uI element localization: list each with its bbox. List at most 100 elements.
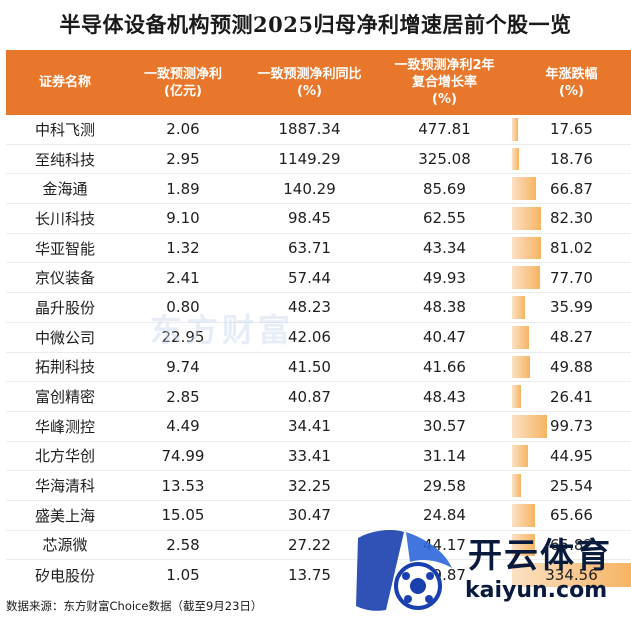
- year-change-cell: 26.41: [512, 382, 631, 411]
- year-change-value: 26.41: [550, 387, 593, 406]
- year-change-cell: 18.76: [512, 145, 631, 174]
- security-name-cell: 富创精密: [34, 388, 95, 407]
- year-change-value: 35.99: [550, 298, 593, 317]
- year-change-bar: [512, 385, 522, 408]
- two-year-cagr-cell: 325.08: [418, 150, 471, 169]
- year-change-value: 65.82: [550, 535, 593, 554]
- forecast-profit-cell: 1.32: [166, 239, 200, 258]
- year-change-bar: [512, 236, 541, 260]
- table-row: 至纯科技 2.95 1149.29 325.08 18.76: [6, 145, 631, 175]
- security-name-cell: 中科飞测: [34, 120, 95, 139]
- year-change-cell: 48.27: [512, 323, 631, 352]
- year-change-cell: 65.82: [512, 531, 631, 560]
- two-year-cagr-cell: 29.58: [423, 476, 466, 495]
- profit-yoy-cell: 57.44: [288, 268, 331, 287]
- forecast-profit-cell: 2.95: [166, 150, 200, 169]
- profit-yoy-cell: 32.25: [288, 476, 331, 495]
- year-change-bar: [512, 563, 631, 587]
- forecast-profit-cell: 22.95: [161, 328, 205, 347]
- table-row: 北方华创 74.99 33.41 31.14 44.95: [6, 442, 631, 472]
- year-change-value: 49.88: [550, 357, 593, 376]
- forecast-profit-cell: 1.89: [166, 179, 200, 198]
- forecast-profit-cell: 9.10: [166, 209, 200, 228]
- year-change-value: 17.65: [550, 120, 593, 139]
- year-change-bar: [512, 296, 525, 319]
- two-year-cagr-cell: 31.14: [423, 446, 466, 465]
- profit-yoy-cell: 140.29: [283, 179, 336, 198]
- year-change-cell: 49.88: [512, 353, 631, 382]
- year-change-value: 99.73: [550, 417, 593, 436]
- table-row: 盛美上海 15.05 30.47 24.84 65.66: [6, 501, 631, 531]
- forecast-profit-cell: 2.85: [166, 387, 200, 406]
- security-name-cell: 华海清科: [34, 477, 95, 496]
- year-change-bar: [512, 474, 522, 497]
- table-row: 晶升股份 0.80 48.23 48.38 35.99: [6, 293, 631, 323]
- year-change-value: 82.30: [550, 209, 593, 228]
- year-change-cell: 99.73: [512, 412, 631, 441]
- table-row: 拓荆科技 9.74 41.50 41.66 49.88: [6, 353, 631, 383]
- security-name-cell: 拓荆科技: [34, 358, 95, 377]
- year-change-cell: 81.02: [512, 234, 631, 263]
- year-change-bar: [512, 207, 542, 230]
- table-row: 芯源微 2.58 27.22 44.17 65.82: [6, 531, 631, 561]
- table-row: 富创精密 2.85 40.87 48.43 26.41: [6, 382, 631, 412]
- year-change-bar: [512, 444, 528, 468]
- forecast-profit-cell: 15.05: [161, 506, 205, 525]
- profit-yoy-cell: 41.50: [288, 357, 331, 376]
- profit-yoy-cell: 33.41: [288, 446, 331, 465]
- year-change-cell: 25.54: [512, 471, 631, 500]
- year-change-bar: [512, 147, 519, 171]
- two-year-cagr-cell: 48.38: [423, 298, 466, 317]
- two-year-cagr-cell: 477.81: [418, 120, 471, 139]
- two-year-cagr-cell: 49.93: [423, 268, 466, 287]
- forecast-profit-cell: 4.49: [166, 417, 200, 436]
- header-year-change: 年涨跌幅 (%): [545, 66, 598, 99]
- table-row: 长川科技 9.10 98.45 62.55 82.30: [6, 204, 631, 234]
- year-change-cell: 66.87: [512, 174, 631, 203]
- forecast-profit-cell: 0.80: [166, 298, 200, 317]
- year-change-bar: [512, 177, 536, 201]
- two-year-cagr-cell: 43.34: [423, 239, 466, 258]
- profit-yoy-cell: 98.45: [288, 209, 331, 228]
- profit-yoy-cell: 34.41: [288, 417, 331, 436]
- table-row: 中科飞测 2.06 1887.34 477.81 17.65: [6, 115, 631, 145]
- profit-yoy-cell: 1149.29: [278, 150, 341, 169]
- security-name-cell: 中微公司: [34, 328, 95, 347]
- two-year-cagr-cell: 48.43: [423, 387, 466, 406]
- two-year-cagr-cell: 85.69: [423, 179, 466, 198]
- table-row: 矽电股份 1.05 13.75 19.87 334.56: [6, 560, 631, 590]
- table-row: 华峰测控 4.49 34.41 30.57 99.73: [6, 412, 631, 442]
- security-name-cell: 金海通: [42, 180, 88, 199]
- security-name-cell: 华峰测控: [34, 417, 95, 436]
- year-change-value: 48.27: [550, 328, 593, 347]
- header-forecast-profit: 一致预测净利 (亿元): [143, 66, 222, 99]
- year-change-cell: 44.95: [512, 442, 631, 471]
- two-year-cagr-cell: 19.87: [423, 566, 466, 585]
- profit-yoy-cell: 27.22: [288, 535, 331, 554]
- year-change-cell: 65.66: [512, 501, 631, 530]
- year-change-value: 44.95: [550, 446, 593, 465]
- forecast-profit-cell: 2.06: [166, 120, 200, 139]
- year-change-bar: [512, 355, 530, 379]
- header-profit-yoy: 一致预测净利同比 (%): [257, 66, 362, 99]
- year-change-cell: 35.99: [512, 293, 631, 322]
- year-change-value: 66.87: [550, 179, 593, 198]
- two-year-cagr-cell: 41.66: [423, 357, 466, 376]
- year-change-value: 77.70: [550, 268, 593, 287]
- table-header: 证券名称 一致预测净利 (亿元) 一致预测净利同比 (%) 一致预测净利2年 复…: [6, 50, 631, 115]
- year-change-value: 25.54: [550, 476, 593, 495]
- profit-yoy-cell: 13.75: [288, 566, 331, 585]
- two-year-cagr-cell: 30.57: [423, 417, 466, 436]
- profit-yoy-cell: 63.71: [288, 239, 331, 258]
- profit-yoy-cell: 1887.34: [278, 120, 341, 139]
- header-two-year-cagr: 一致预测净利2年 复合增长率 (%): [394, 58, 495, 107]
- year-change-cell: 82.30: [512, 204, 631, 233]
- security-name-cell: 华亚智能: [34, 239, 95, 258]
- year-change-bar: [512, 414, 548, 438]
- security-name-cell: 盛美上海: [34, 506, 95, 525]
- year-change-bar: [512, 503, 536, 527]
- forecast-profit-cell: 2.41: [166, 268, 200, 287]
- table-row: 华海清科 13.53 32.25 29.58 25.54: [6, 471, 631, 501]
- forecast-profit-cell: 2.58: [166, 535, 200, 554]
- forecast-profit-cell: 1.05: [166, 566, 200, 585]
